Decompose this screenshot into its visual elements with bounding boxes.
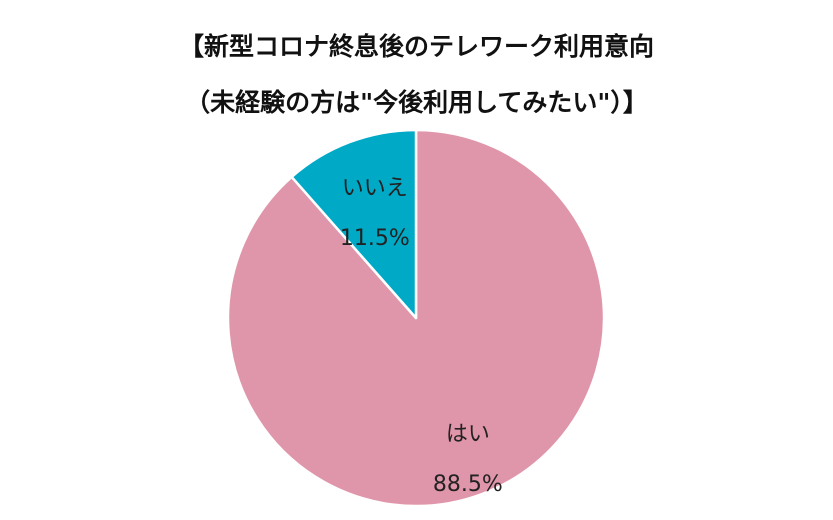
chart-title: 【新型コロナ終息後のテレワーク利用意向 xyxy=(178,32,654,61)
slice-label-1: いいえ xyxy=(342,176,408,201)
slice-value-label-0: 88.5% xyxy=(433,472,503,497)
pie-labels: はい 88.5% いいえ 11.5% xyxy=(340,176,503,497)
pie-slice-1 xyxy=(290,128,418,320)
pie-slices xyxy=(226,128,606,508)
slice-label-0: はい xyxy=(446,422,490,447)
chart-subtitle: （未経験の方は"今後利用してみたい"）】 xyxy=(185,88,648,117)
slice-value-label-1: 11.5% xyxy=(340,226,410,251)
